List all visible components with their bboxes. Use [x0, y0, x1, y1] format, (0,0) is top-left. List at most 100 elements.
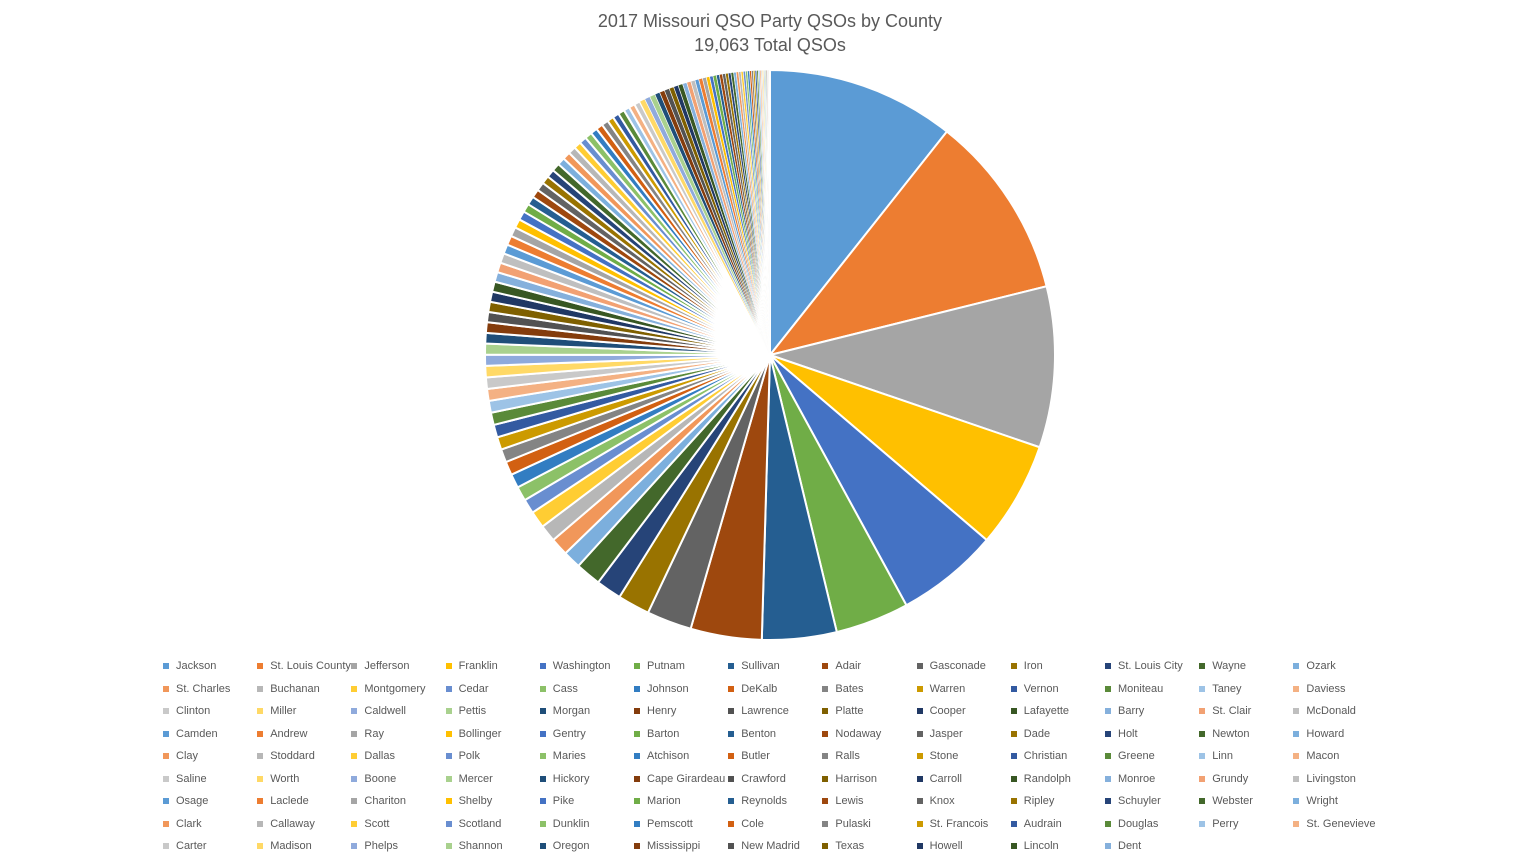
legend-label: Wright — [1306, 795, 1338, 807]
legend-swatch — [445, 753, 452, 759]
legend-label: Laclede — [270, 795, 309, 807]
legend-item: Lafayette — [1010, 703, 1069, 719]
legend-item: Stoddard — [257, 748, 315, 764]
legend-label: Stoddard — [270, 750, 315, 762]
legend-label: Boone — [364, 772, 397, 785]
legend-swatch — [445, 798, 452, 804]
legend-item: McDonald — [1293, 703, 1356, 719]
legend-label: Bates — [835, 682, 864, 695]
legend-swatch — [1105, 843, 1111, 849]
legend-swatch — [1293, 685, 1300, 692]
legend-label: St. Genevieve — [1306, 817, 1376, 830]
legend-swatch — [351, 685, 358, 692]
legend-label: Howell — [929, 840, 963, 852]
legend-swatch — [1105, 663, 1111, 669]
legend-item: Christian — [1010, 748, 1068, 764]
legend-label: Moniteau — [1118, 682, 1164, 695]
legend-swatch — [1293, 798, 1300, 804]
legend-swatch — [1105, 775, 1111, 782]
legend-swatch — [1199, 708, 1206, 714]
legend-swatch — [257, 663, 264, 669]
legend-item: Carroll — [916, 771, 962, 787]
pie-slice-jackson — [769, 68, 949, 358]
legend-item: Wright — [1293, 793, 1338, 809]
legend-item: Douglas — [1105, 816, 1158, 832]
legend-swatch — [1293, 663, 1300, 669]
legend-label: Randolph — [1023, 772, 1071, 785]
chart-title: 2017 Missouri QSO Party QSOs by County — [597, 11, 943, 31]
legend-label: Buchanan — [270, 682, 320, 695]
legend-swatch — [634, 820, 640, 827]
legend-item: Butler — [728, 748, 770, 764]
legend-item: Jefferson — [351, 658, 409, 674]
legend-item: Wayne — [1199, 658, 1246, 674]
legend-label: Reynolds — [741, 795, 788, 807]
legend-label: Dent — [1118, 840, 1142, 852]
legend-item: Caldwell — [351, 703, 406, 719]
legend-label: Lincoln — [1023, 840, 1059, 852]
legend-swatch — [1010, 730, 1017, 737]
legend-item: Howell — [916, 838, 963, 854]
legend-item: Shelby — [445, 793, 492, 809]
legend-swatch — [728, 663, 735, 669]
legend-item: Morgan — [539, 703, 590, 719]
legend-swatch — [257, 685, 264, 692]
legend-label: Clark — [176, 817, 202, 830]
legend-swatch — [1010, 663, 1017, 669]
legend-label: Barry — [1118, 705, 1145, 717]
legend-item: Madison — [257, 838, 312, 854]
legend-item: Maries — [539, 748, 586, 764]
legend-swatch — [539, 730, 546, 737]
legend-swatch — [539, 753, 546, 759]
legend-label: Crawford — [741, 772, 786, 785]
legend-swatch — [634, 685, 640, 692]
legend-item: St. Charles — [163, 681, 230, 697]
legend-label: Cedar — [458, 682, 489, 695]
legend-label: Camden — [176, 727, 218, 740]
legend-swatch — [916, 843, 923, 849]
legend-swatch — [1199, 798, 1206, 804]
legend-item: Perry — [1199, 816, 1238, 832]
legend-swatch — [1010, 820, 1017, 827]
legend-swatch — [1010, 798, 1017, 804]
legend-item: Pulaski — [822, 816, 871, 832]
legend-item: Clay — [163, 748, 198, 764]
legend-swatch — [351, 708, 358, 714]
legend-label: Andrew — [270, 727, 308, 740]
legend-swatch — [728, 753, 735, 759]
legend-label: Lewis — [835, 795, 864, 807]
legend-item: Laclede — [257, 793, 309, 809]
legend-swatch — [728, 843, 735, 849]
legend-item: Mississippi — [634, 838, 700, 854]
legend-swatch — [351, 798, 358, 804]
legend-item: Scott — [351, 816, 389, 832]
legend-swatch — [1105, 820, 1111, 827]
legend-label: Ray — [364, 727, 384, 740]
legend-swatch — [634, 753, 640, 759]
legend-item: Randolph — [1010, 771, 1071, 787]
legend-label: Greene — [1118, 750, 1155, 762]
legend-label: New Madrid — [741, 840, 800, 852]
legend-swatch — [445, 820, 452, 827]
legend-item: Linn — [1199, 748, 1233, 764]
legend-swatch — [728, 685, 735, 692]
legend-label: Polk — [458, 750, 480, 762]
legend-item: DeKalb — [728, 681, 777, 697]
legend-label: Macon — [1306, 750, 1340, 762]
legend-label: Christian — [1023, 750, 1068, 762]
legend-label: Caldwell — [364, 705, 406, 717]
legend-item: Franklin — [445, 658, 498, 674]
legend-item: Worth — [257, 771, 299, 787]
legend-label: Linn — [1212, 750, 1233, 762]
legend-label: Johnson — [647, 682, 689, 695]
legend-label: Maries — [552, 750, 586, 762]
legend-swatch — [163, 708, 169, 714]
legend-label: Mercer — [458, 772, 493, 785]
legend-item: Gasconade — [916, 658, 986, 674]
legend-swatch — [916, 685, 923, 692]
legend-item: Marion — [634, 793, 681, 809]
legend-swatch — [1293, 753, 1300, 759]
legend-item: Andrew — [257, 726, 307, 742]
legend-swatch — [1199, 730, 1206, 737]
